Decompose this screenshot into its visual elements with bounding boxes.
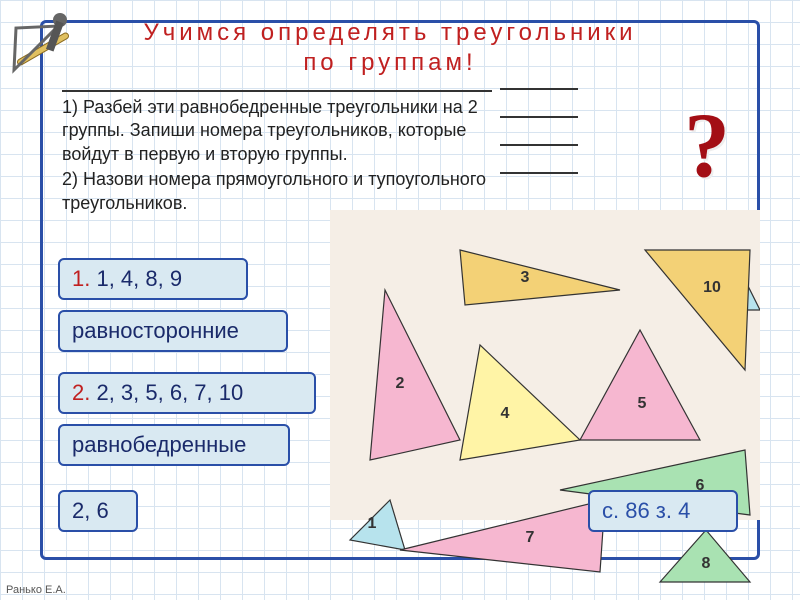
triangle-5 [580, 330, 700, 440]
label-2-text: равнобедренные [72, 432, 246, 457]
triangle-label-5: 5 [638, 395, 647, 412]
task-divider [62, 90, 492, 92]
task-text: 1) Разбей эти равнобедренные треугольник… [62, 96, 494, 217]
triangle-7 [400, 500, 605, 572]
triangle-label-10: 10 [703, 279, 721, 296]
page-title: Учимся определять треугольники по группа… [110, 18, 670, 78]
answer-2-num: 2. [72, 380, 96, 405]
triangles-area: 12345678910 [330, 210, 760, 520]
label-2-box: равнобедренные [58, 424, 290, 466]
task-paragraph-1: 1) Разбей эти равнобедренные треугольник… [62, 96, 494, 166]
task-paragraph-2: 2) Назови номера прямоугольного и тупоуг… [62, 168, 494, 215]
answer-1-num: 1. [72, 266, 96, 291]
extra-answer-box: 2, 6 [58, 490, 138, 532]
question-mark-icon: ? [684, 92, 730, 198]
triangle-label-8: 8 [702, 555, 711, 572]
answer-1-values: 1, 4, 8, 9 [96, 266, 182, 291]
tools-icon [8, 4, 78, 74]
triangle-3 [460, 250, 620, 305]
answer-1-box: 1. 1, 4, 8, 9 [58, 258, 248, 300]
triangle-1 [350, 500, 405, 550]
answer-2-values: 2, 3, 5, 6, 7, 10 [96, 380, 243, 405]
triangles-svg: 12345678910 [330, 210, 760, 600]
triangle-label-7: 7 [526, 529, 535, 546]
credit-text: Ранько Е.А. [6, 584, 66, 596]
page-reference-box: с. 86 з. 4 [588, 490, 738, 532]
label-1-box: равносторонние [58, 310, 288, 352]
triangle-label-1: 1 [368, 515, 377, 532]
answer-blank-lines [500, 88, 578, 200]
label-1-text: равносторонние [72, 318, 239, 343]
page-reference-text: с. 86 з. 4 [602, 498, 690, 523]
triangle-label-2: 2 [396, 375, 405, 392]
answer-2-box: 2. 2, 3, 5, 6, 7, 10 [58, 372, 316, 414]
triangle-10 [645, 250, 750, 370]
triangle-2 [370, 290, 460, 460]
extra-answer-text: 2, 6 [72, 498, 109, 523]
triangle-label-4: 4 [501, 405, 510, 422]
triangle-4 [460, 345, 580, 460]
triangle-label-3: 3 [521, 269, 530, 286]
